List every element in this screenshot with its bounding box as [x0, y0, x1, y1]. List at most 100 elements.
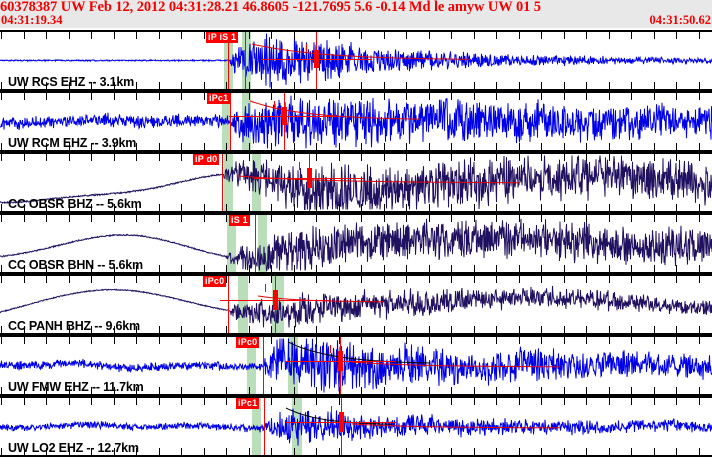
selection-band[interactable] — [224, 154, 233, 211]
trace-panel[interactable]: iS 1 CC OBSR BHN -- 5.6km — [0, 213, 712, 274]
time-tick — [114, 32, 115, 39]
time-tick — [631, 143, 632, 150]
time-tick — [361, 82, 362, 89]
time-tick — [676, 387, 677, 394]
selection-band[interactable] — [252, 154, 261, 211]
pick-label[interactable]: iPc1 — [236, 398, 260, 409]
time-tick — [1, 337, 2, 344]
p-pick-line[interactable] — [255, 215, 256, 272]
time-tick — [46, 387, 47, 394]
time-tick — [136, 82, 137, 89]
p-pick-line[interactable] — [228, 276, 229, 333]
s-pick-line[interactable] — [245, 32, 246, 89]
pick-label[interactable]: iPc0 — [203, 276, 227, 287]
time-tick — [159, 387, 160, 394]
time-tick — [24, 32, 25, 39]
window-start-time: 04:31:19.34 — [1, 13, 63, 27]
time-tick — [451, 154, 452, 161]
time-tick — [339, 154, 340, 161]
time-tick — [136, 398, 137, 405]
time-tick — [451, 82, 452, 89]
trace-panel[interactable]: iP d0 CC OBSR BHZ -- 5.6km — [0, 152, 712, 213]
p-pick-line[interactable] — [222, 154, 223, 211]
pick-label[interactable]: iPc0 — [236, 337, 260, 348]
time-tick — [384, 276, 385, 283]
time-tick — [316, 387, 317, 394]
pick-label[interactable]: iP iS 1 — [206, 32, 239, 43]
p-pick-line[interactable] — [264, 398, 265, 455]
selection-band[interactable] — [242, 32, 251, 89]
time-tick — [654, 265, 655, 272]
selection-band[interactable] — [258, 215, 267, 272]
time-tick — [361, 326, 362, 333]
selection-band[interactable] — [227, 215, 236, 272]
time-tick — [271, 387, 272, 394]
time-tick — [676, 154, 677, 161]
time-tick — [496, 204, 497, 211]
amplitude-tick — [299, 162, 300, 170]
time-tick — [91, 326, 92, 333]
channel-label: CC OBSR BHN -- 5.6km — [8, 258, 143, 272]
panel-border-top — [0, 152, 712, 154]
time-tick — [699, 204, 700, 211]
panel-border-bottom — [0, 211, 712, 213]
time-tick — [136, 154, 137, 161]
event-summary-line: 60378387 UW Feb 12, 2012 04:31:28.21 46.… — [0, 0, 541, 15]
time-tick — [429, 448, 430, 455]
trace-panel[interactable]: iP iS 1 UW RCS EHZ -- 3.1km — [0, 30, 712, 91]
time-tick — [46, 265, 47, 272]
time-tick — [451, 448, 452, 455]
time-tick — [249, 93, 250, 100]
time-tick — [181, 32, 182, 39]
time-tick — [294, 215, 295, 222]
time-tick — [676, 276, 677, 283]
time-tick — [181, 265, 182, 272]
selection-band[interactable] — [238, 276, 248, 333]
time-tick — [181, 215, 182, 222]
trace-panel[interactable]: iPc0 CC PANH BHZ -- 9.6km — [0, 274, 712, 335]
p-pick-line[interactable] — [230, 93, 231, 150]
time-tick — [1, 154, 2, 161]
time-tick — [496, 276, 497, 283]
time-tick — [496, 326, 497, 333]
time-tick — [384, 32, 385, 39]
time-tick — [699, 337, 700, 344]
time-tick — [271, 32, 272, 39]
time-tick — [699, 265, 700, 272]
time-tick — [226, 337, 227, 344]
time-tick — [249, 265, 250, 272]
channel-label: CC OBSR BHZ -- 5.6km — [8, 197, 142, 211]
time-tick — [91, 32, 92, 39]
time-tick — [609, 326, 610, 333]
time-tick — [249, 143, 250, 150]
amplitude-tick — [265, 284, 266, 292]
time-tick — [654, 326, 655, 333]
time-tick — [699, 276, 700, 283]
time-tick — [361, 398, 362, 405]
channel-label: UW RCS EHZ -- 3.1km — [8, 75, 135, 89]
trace-panel[interactable]: iPc1 UW LO2 EHZ -- 12.7km — [0, 396, 712, 457]
header-bar: 60378387 UW Feb 12, 2012 04:31:28.21 46.… — [0, 0, 712, 28]
time-tick — [294, 398, 295, 405]
time-tick — [519, 204, 520, 211]
pick-label[interactable]: iPc1 — [207, 93, 231, 104]
time-tick — [451, 276, 452, 283]
pick-label[interactable]: iP d0 — [193, 154, 220, 165]
time-tick — [226, 398, 227, 405]
time-tick — [474, 448, 475, 455]
amplitude-tick — [330, 345, 331, 353]
time-tick — [676, 265, 677, 272]
time-tick — [114, 387, 115, 394]
time-tick — [114, 215, 115, 222]
trace-panel[interactable]: iPc1 UW RCM EHZ -- 3.9km — [0, 91, 712, 152]
time-tick — [541, 215, 542, 222]
time-tick — [564, 82, 565, 89]
time-tick — [69, 32, 70, 39]
p-pick-line[interactable] — [263, 337, 264, 394]
trace-panel[interactable]: iPc0 UW FMW EHZ -- 11.7km — [0, 335, 712, 396]
time-tick — [609, 93, 610, 100]
p-pick-line[interactable] — [228, 32, 229, 89]
time-tick — [294, 32, 295, 39]
pick-label[interactable]: iS 1 — [229, 215, 250, 226]
channel-label: UW RCM EHZ -- 3.9km — [8, 136, 137, 150]
